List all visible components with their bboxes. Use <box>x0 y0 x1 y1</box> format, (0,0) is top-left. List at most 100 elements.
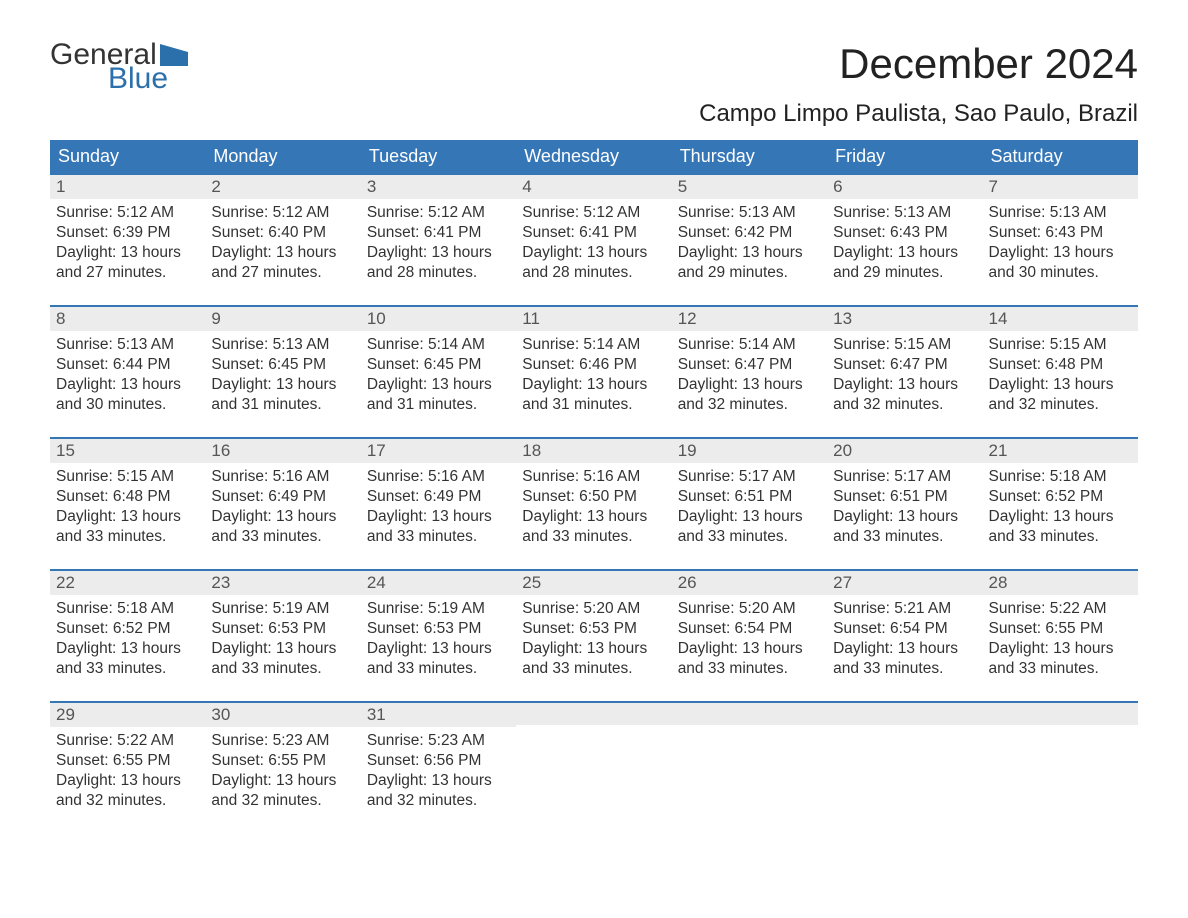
day-details: Sunrise: 5:16 AMSunset: 6:50 PMDaylight:… <box>516 463 671 548</box>
weekday-header: Wednesday <box>516 140 671 173</box>
sunset-line: Sunset: 6:53 PM <box>522 619 665 639</box>
calendar-day-cell: 23Sunrise: 5:19 AMSunset: 6:53 PMDayligh… <box>205 569 360 701</box>
daylight-line-1: Daylight: 13 hours <box>522 507 665 527</box>
empty-day-header <box>827 701 982 725</box>
day-number: 27 <box>827 569 982 595</box>
daylight-line-1: Daylight: 13 hours <box>833 639 976 659</box>
sunset-line: Sunset: 6:55 PM <box>211 751 354 771</box>
sunset-line: Sunset: 6:39 PM <box>56 223 199 243</box>
day-details: Sunrise: 5:15 AMSunset: 6:48 PMDaylight:… <box>983 331 1138 416</box>
daylight-line-1: Daylight: 13 hours <box>211 243 354 263</box>
daylight-line-2: and 32 minutes. <box>367 791 510 811</box>
sunset-line: Sunset: 6:53 PM <box>211 619 354 639</box>
daylight-line-1: Daylight: 13 hours <box>833 507 976 527</box>
weekday-header: Monday <box>205 140 360 173</box>
sunset-line: Sunset: 6:41 PM <box>522 223 665 243</box>
calendar-day-cell: 19Sunrise: 5:17 AMSunset: 6:51 PMDayligh… <box>672 437 827 569</box>
calendar-day-cell: 12Sunrise: 5:14 AMSunset: 6:47 PMDayligh… <box>672 305 827 437</box>
sunrise-line: Sunrise: 5:14 AM <box>367 335 510 355</box>
calendar-header-row: SundayMondayTuesdayWednesdayThursdayFrid… <box>50 140 1138 173</box>
calendar-day-cell <box>672 701 827 833</box>
daylight-line-2: and 33 minutes. <box>367 527 510 547</box>
day-number: 21 <box>983 437 1138 463</box>
day-details: Sunrise: 5:18 AMSunset: 6:52 PMDaylight:… <box>983 463 1138 548</box>
calendar-day-cell: 29Sunrise: 5:22 AMSunset: 6:55 PMDayligh… <box>50 701 205 833</box>
calendar-day-cell: 5Sunrise: 5:13 AMSunset: 6:42 PMDaylight… <box>672 173 827 305</box>
sunset-line: Sunset: 6:41 PM <box>367 223 510 243</box>
daylight-line-2: and 33 minutes. <box>989 659 1132 679</box>
sunrise-line: Sunrise: 5:12 AM <box>367 203 510 223</box>
sunset-line: Sunset: 6:49 PM <box>367 487 510 507</box>
header: General Blue December 2024 Campo Limpo P… <box>50 40 1138 128</box>
daylight-line-2: and 33 minutes. <box>522 527 665 547</box>
sunrise-line: Sunrise: 5:16 AM <box>367 467 510 487</box>
sunset-line: Sunset: 6:56 PM <box>367 751 510 771</box>
day-number: 8 <box>50 305 205 331</box>
calendar-week-row: 15Sunrise: 5:15 AMSunset: 6:48 PMDayligh… <box>50 437 1138 569</box>
day-details: Sunrise: 5:19 AMSunset: 6:53 PMDaylight:… <box>361 595 516 680</box>
sunset-line: Sunset: 6:53 PM <box>367 619 510 639</box>
daylight-line-1: Daylight: 13 hours <box>989 375 1132 395</box>
sunset-line: Sunset: 6:45 PM <box>211 355 354 375</box>
daylight-line-1: Daylight: 13 hours <box>989 243 1132 263</box>
day-number: 20 <box>827 437 982 463</box>
calendar-day-cell: 4Sunrise: 5:12 AMSunset: 6:41 PMDaylight… <box>516 173 671 305</box>
day-number: 5 <box>672 173 827 199</box>
day-details: Sunrise: 5:12 AMSunset: 6:39 PMDaylight:… <box>50 199 205 284</box>
calendar-day-cell: 6Sunrise: 5:13 AMSunset: 6:43 PMDaylight… <box>827 173 982 305</box>
sunrise-line: Sunrise: 5:17 AM <box>833 467 976 487</box>
calendar-day-cell: 11Sunrise: 5:14 AMSunset: 6:46 PMDayligh… <box>516 305 671 437</box>
daylight-line-2: and 29 minutes. <box>833 263 976 283</box>
daylight-line-1: Daylight: 13 hours <box>367 243 510 263</box>
calendar-week-row: 8Sunrise: 5:13 AMSunset: 6:44 PMDaylight… <box>50 305 1138 437</box>
daylight-line-2: and 33 minutes. <box>833 659 976 679</box>
daylight-line-1: Daylight: 13 hours <box>678 507 821 527</box>
sunset-line: Sunset: 6:49 PM <box>211 487 354 507</box>
calendar-day-cell: 20Sunrise: 5:17 AMSunset: 6:51 PMDayligh… <box>827 437 982 569</box>
sunrise-line: Sunrise: 5:22 AM <box>56 731 199 751</box>
title-block: December 2024 Campo Limpo Paulista, Sao … <box>699 40 1138 128</box>
day-number: 18 <box>516 437 671 463</box>
daylight-line-2: and 27 minutes. <box>211 263 354 283</box>
daylight-line-1: Daylight: 13 hours <box>211 639 354 659</box>
sunset-line: Sunset: 6:54 PM <box>833 619 976 639</box>
weekday-header: Tuesday <box>361 140 516 173</box>
day-number: 6 <box>827 173 982 199</box>
calendar-day-cell: 14Sunrise: 5:15 AMSunset: 6:48 PMDayligh… <box>983 305 1138 437</box>
daylight-line-1: Daylight: 13 hours <box>367 375 510 395</box>
day-number: 25 <box>516 569 671 595</box>
daylight-line-2: and 32 minutes. <box>989 395 1132 415</box>
calendar-day-cell: 31Sunrise: 5:23 AMSunset: 6:56 PMDayligh… <box>361 701 516 833</box>
day-details: Sunrise: 5:14 AMSunset: 6:47 PMDaylight:… <box>672 331 827 416</box>
day-details: Sunrise: 5:13 AMSunset: 6:45 PMDaylight:… <box>205 331 360 416</box>
sunrise-line: Sunrise: 5:20 AM <box>522 599 665 619</box>
daylight-line-1: Daylight: 13 hours <box>56 771 199 791</box>
weekday-header: Saturday <box>983 140 1138 173</box>
sunrise-line: Sunrise: 5:14 AM <box>522 335 665 355</box>
day-details: Sunrise: 5:13 AMSunset: 6:42 PMDaylight:… <box>672 199 827 284</box>
day-number: 23 <box>205 569 360 595</box>
calendar-table: SundayMondayTuesdayWednesdayThursdayFrid… <box>50 140 1138 833</box>
day-details: Sunrise: 5:16 AMSunset: 6:49 PMDaylight:… <box>205 463 360 548</box>
calendar-day-cell <box>516 701 671 833</box>
calendar-day-cell: 24Sunrise: 5:19 AMSunset: 6:53 PMDayligh… <box>361 569 516 701</box>
day-number: 9 <box>205 305 360 331</box>
daylight-line-2: and 31 minutes. <box>211 395 354 415</box>
daylight-line-1: Daylight: 13 hours <box>367 507 510 527</box>
day-details: Sunrise: 5:23 AMSunset: 6:56 PMDaylight:… <box>361 727 516 812</box>
daylight-line-1: Daylight: 13 hours <box>833 243 976 263</box>
day-number: 26 <box>672 569 827 595</box>
daylight-line-1: Daylight: 13 hours <box>367 639 510 659</box>
day-details: Sunrise: 5:20 AMSunset: 6:53 PMDaylight:… <box>516 595 671 680</box>
day-details: Sunrise: 5:13 AMSunset: 6:44 PMDaylight:… <box>50 331 205 416</box>
sunrise-line: Sunrise: 5:16 AM <box>522 467 665 487</box>
day-details: Sunrise: 5:16 AMSunset: 6:49 PMDaylight:… <box>361 463 516 548</box>
day-number: 31 <box>361 701 516 727</box>
weekday-header: Thursday <box>672 140 827 173</box>
day-number: 30 <box>205 701 360 727</box>
sunset-line: Sunset: 6:45 PM <box>367 355 510 375</box>
daylight-line-2: and 33 minutes. <box>211 659 354 679</box>
daylight-line-2: and 33 minutes. <box>678 527 821 547</box>
sunrise-line: Sunrise: 5:21 AM <box>833 599 976 619</box>
calendar-day-cell: 28Sunrise: 5:22 AMSunset: 6:55 PMDayligh… <box>983 569 1138 701</box>
